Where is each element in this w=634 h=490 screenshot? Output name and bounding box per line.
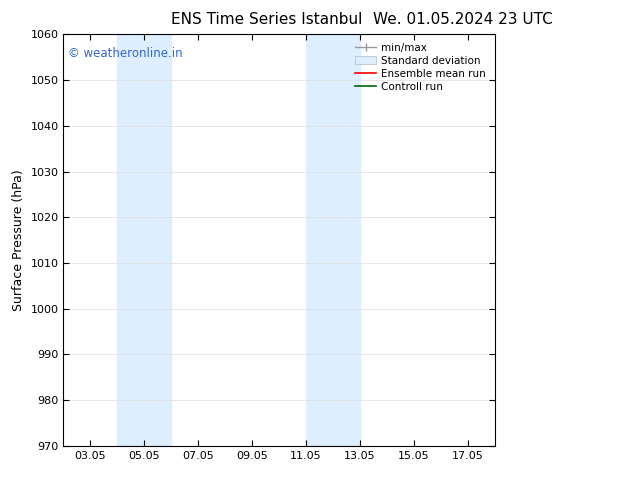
Bar [117, 34, 171, 446]
Bar [306, 34, 359, 446]
Y-axis label: Surface Pressure (hPa): Surface Pressure (hPa) [12, 169, 25, 311]
Text: ENS Time Series Istanbul: ENS Time Series Istanbul [171, 12, 362, 27]
Legend: min/max, Standard deviation, Ensemble mean run, Controll run: min/max, Standard deviation, Ensemble me… [353, 40, 489, 95]
Text: We. 01.05.2024 23 UTC: We. 01.05.2024 23 UTC [373, 12, 553, 27]
Text: © weatheronline.in: © weatheronline.in [68, 47, 183, 60]
